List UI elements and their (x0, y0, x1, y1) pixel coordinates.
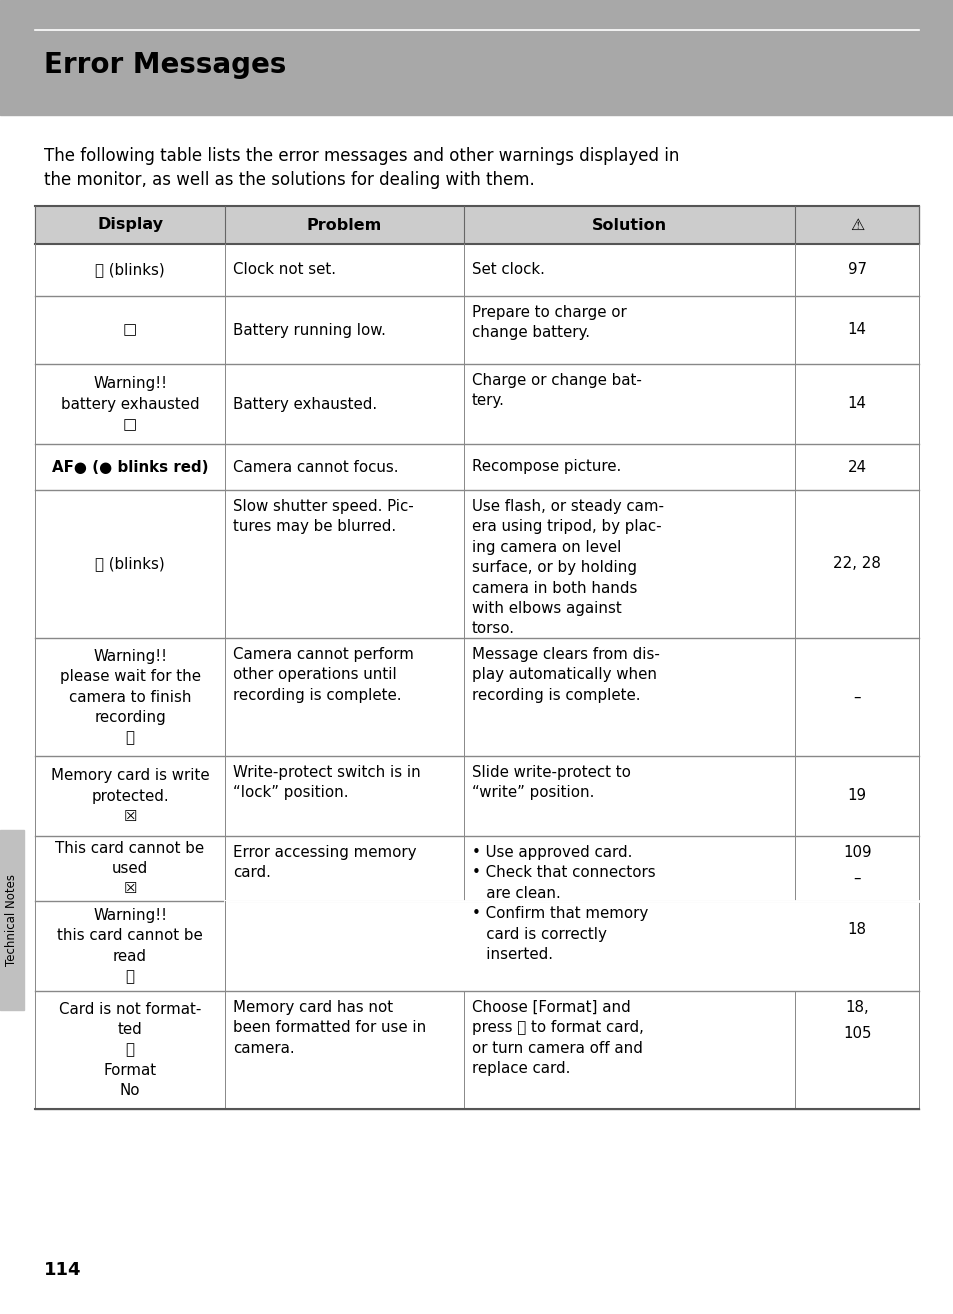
Text: Use flash, or steady cam-
era using tripod, by plac-
ing camera on level
surface: Use flash, or steady cam- era using trip… (471, 499, 663, 636)
Text: 97: 97 (846, 263, 865, 277)
Bar (35, 756, 918, 836)
Text: Battery running low.: Battery running low. (233, 322, 386, 338)
Text: Prepare to charge or
change battery.: Prepare to charge or change battery. (471, 305, 626, 340)
Text: Clock not set.: Clock not set. (233, 263, 335, 277)
Text: Memory card is write
protected.
☒: Memory card is write protected. ☒ (51, 769, 209, 824)
Text: Recompose picture.: Recompose picture. (471, 460, 620, 474)
Text: ⓢ (blinks): ⓢ (blinks) (95, 557, 165, 572)
Text: 14: 14 (846, 322, 865, 338)
Bar (35, 444, 918, 490)
Text: ⓢ (blinks): ⓢ (blinks) (95, 263, 165, 277)
Text: AF● (● blinks red): AF● (● blinks red) (51, 460, 208, 474)
Bar (0, 0, 953, 116)
Text: Memory card has not
been formatted for use in
camera.: Memory card has not been formatted for u… (233, 1000, 426, 1056)
Bar (35, 206, 918, 244)
Text: Camera cannot focus.: Camera cannot focus. (233, 460, 398, 474)
Text: This card cannot be
used
☒: This card cannot be used ☒ (55, 841, 204, 896)
Text: 18,
105: 18, 105 (842, 1000, 870, 1041)
Text: the monitor, as well as the solutions for dealing with them.: the monitor, as well as the solutions fo… (44, 171, 535, 189)
Bar (35, 991, 918, 1109)
Bar (35, 490, 918, 639)
Text: The following table lists the error messages and other warnings displayed in: The following table lists the error mess… (44, 147, 679, 166)
Text: Write-protect switch is in
“lock” position.: Write-protect switch is in “lock” positi… (233, 765, 420, 800)
Text: Battery exhausted.: Battery exhausted. (233, 397, 376, 411)
Text: –: – (853, 690, 860, 704)
Text: Display: Display (97, 218, 163, 233)
Text: Set clock.: Set clock. (471, 263, 544, 277)
Text: 19: 19 (846, 788, 865, 803)
Text: 24: 24 (846, 460, 865, 474)
Text: Warning!!
battery exhausted
□: Warning!! battery exhausted □ (61, 376, 199, 432)
Text: Solution: Solution (591, 218, 666, 233)
Text: ⚠: ⚠ (849, 218, 863, 233)
Text: • Use approved card.
• Check that connectors
   are clean.
• Confirm that memory: • Use approved card. • Check that connec… (471, 845, 655, 962)
Bar (35, 244, 918, 296)
Text: Camera cannot perform
other operations until
recording is complete.: Camera cannot perform other operations u… (233, 646, 414, 703)
Bar (35, 296, 918, 364)
Text: Problem: Problem (307, 218, 381, 233)
Text: 114: 114 (44, 1261, 81, 1279)
Text: 109
–

18: 109 – 18 (842, 845, 870, 937)
Text: Slow shutter speed. Pic-
tures may be blurred.: Slow shutter speed. Pic- tures may be bl… (233, 499, 414, 535)
Text: □: □ (123, 322, 137, 338)
Bar (35, 639, 918, 756)
Bar (0, 830, 24, 1010)
Text: Card is not format-
ted
⎕
Format
No: Card is not format- ted ⎕ Format No (59, 1001, 201, 1099)
Text: Technical Notes: Technical Notes (6, 874, 18, 966)
Bar (35, 901, 918, 991)
Bar (35, 836, 918, 901)
Text: Message clears from dis-
play automatically when
recording is complete.: Message clears from dis- play automatica… (471, 646, 659, 703)
Text: 14: 14 (846, 397, 865, 411)
Text: 22, 28: 22, 28 (832, 557, 881, 572)
Bar (35, 364, 918, 444)
Text: Choose [Format] and
press Ⓢ to format card,
or turn camera off and
replace card.: Choose [Format] and press Ⓢ to format ca… (471, 1000, 643, 1076)
Text: Charge or change bat-
tery.: Charge or change bat- tery. (471, 373, 641, 409)
Text: Error Messages: Error Messages (44, 51, 286, 79)
Text: Error accessing memory
card.: Error accessing memory card. (233, 845, 416, 880)
Text: Warning!!
please wait for the
camera to finish
recording
⌛: Warning!! please wait for the camera to … (59, 649, 200, 745)
Text: Slide write-protect to
“write” position.: Slide write-protect to “write” position. (471, 765, 630, 800)
Text: Warning!!
this card cannot be
read
⎕: Warning!! this card cannot be read ⎕ (57, 908, 203, 984)
